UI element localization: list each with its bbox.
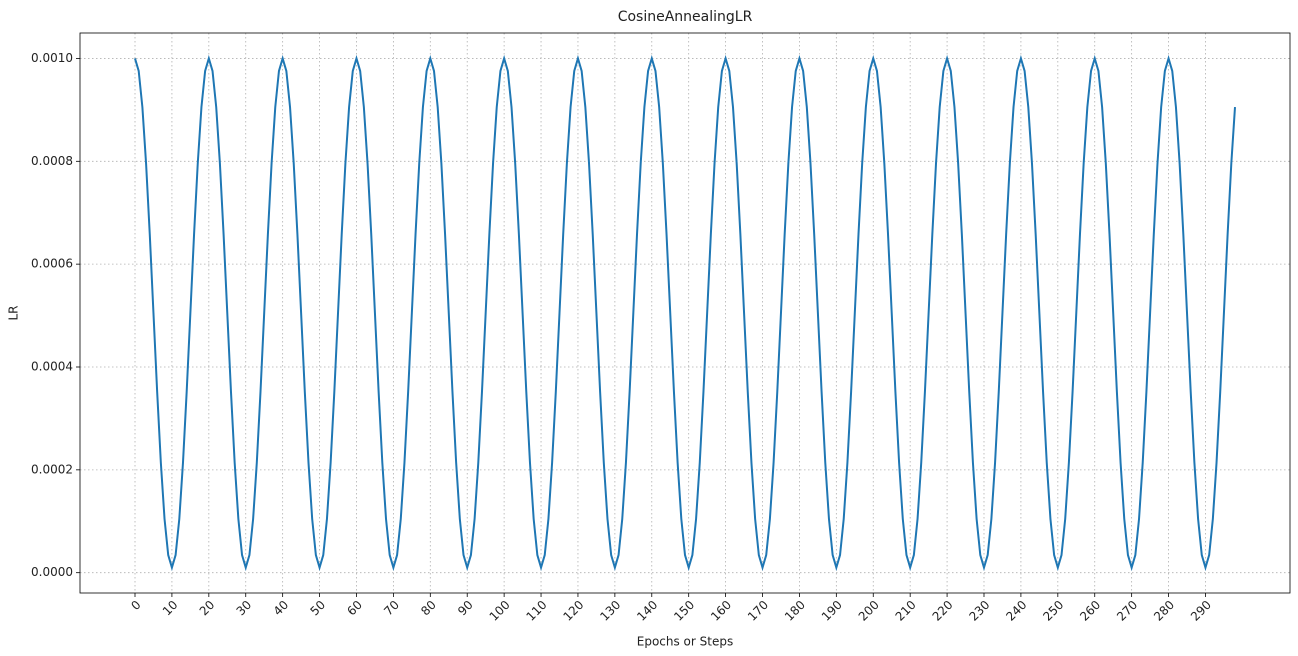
y-tick-label: 0.0002 [31,462,73,476]
x-tick-label: 70 [381,598,402,619]
plot-frame [79,32,1291,594]
x-tick-label: 150 [671,598,697,624]
x-tick-label: 280 [1151,598,1177,624]
x-tick-label: 200 [856,598,882,624]
x-tick-label: 210 [893,598,919,624]
y-tick-label: 0.0004 [31,359,73,373]
x-tick-label: 190 [819,598,845,624]
x-tick-label: 110 [524,598,550,624]
x-tick-label: 160 [708,598,734,624]
x-axis-label: Epochs or Steps [637,635,733,649]
x-tick-label: 270 [1114,598,1140,624]
y-tick-label: 0.0006 [31,257,73,271]
x-tick-label: 230 [966,598,992,624]
chart-title: CosineAnnealingLR [618,9,753,25]
x-tick-label: 180 [782,598,808,624]
x-tick-label: 10 [160,598,181,619]
y-axis-label: LR [7,305,21,320]
y-tick-label: 0.0008 [31,154,73,168]
x-tick-label: 0 [128,598,143,613]
x-tick-label: 290 [1188,598,1214,624]
x-tick-label: 220 [930,598,956,624]
x-tick-label: 80 [418,598,439,619]
x-tick-label: 170 [745,598,771,624]
x-tick-label: 60 [344,598,365,619]
x-tick-label: 140 [634,598,660,624]
x-tick-label: 30 [234,598,255,619]
x-tick-label: 240 [1003,598,1029,624]
y-tick-label: 0.0000 [31,565,73,579]
x-tick-label: 40 [271,598,292,619]
line [134,54,1236,572]
x-tick-label: 250 [1040,598,1066,624]
x-tick-label: 100 [487,598,513,624]
x-tick-label: 20 [197,598,218,619]
x-tick-label: 120 [560,598,586,624]
x-tick-label: 50 [307,598,328,619]
x-tick-label: 260 [1077,598,1103,624]
x-tick-label: 130 [597,598,623,624]
y-tick-label: 0.0010 [31,51,73,65]
x-tick-label: 90 [455,598,476,619]
